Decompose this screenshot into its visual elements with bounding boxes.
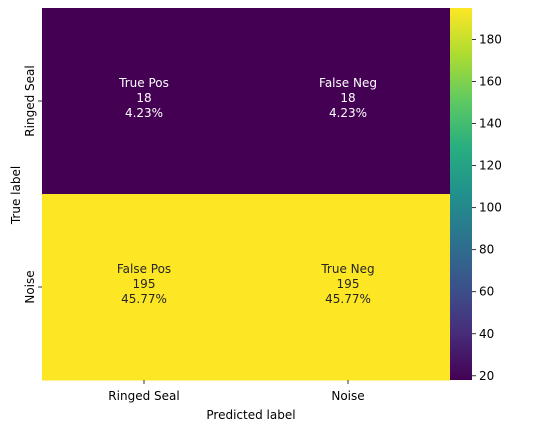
heatmap-cells [42,8,451,381]
cell-annotations: True Pos 18 4.23% False Neg 18 4.23% False Pos… [117,76,377,306]
colorbar-tick-label: 20 [479,369,494,383]
y-axis: Ringed Seal Noise [23,65,42,304]
colorbar-ticks: 20 40 60 80 100 120 140 160 180 [472,33,502,383]
cell-annotation: False Neg 18 4.23% [319,76,377,120]
colorbar-tick-label: 40 [479,327,494,341]
colorbar [450,8,472,380]
y-axis-label: True label [9,166,23,225]
heatmap-cell [42,8,247,195]
cell-annotation: True Pos 18 4.23% [118,76,169,120]
heatmap-cell [42,194,247,381]
cell-annotation: False Pos 195 45.77% [117,262,171,306]
colorbar-tick-label: 140 [479,117,502,131]
colorbar-tick-label: 180 [479,33,502,47]
colorbar-tick-label: 160 [479,75,502,89]
x-axis-label: Predicted label [206,408,295,422]
colorbar-tick-label: 60 [479,285,494,299]
heatmap-cell [246,194,451,381]
y-tick-label: Noise [23,270,37,303]
x-axis: Ringed Seal Noise [108,380,365,403]
x-tick-label: Noise [331,389,364,403]
colorbar-tick-label: 100 [479,201,502,215]
heatmap-cell [246,8,451,195]
cell-annotation: True Neg 195 45.77% [320,262,374,306]
colorbar-tick-label: 120 [479,159,502,173]
x-tick-label: Ringed Seal [108,389,179,403]
y-tick-label: Ringed Seal [23,65,37,136]
colorbar-tick-label: 80 [479,243,494,257]
